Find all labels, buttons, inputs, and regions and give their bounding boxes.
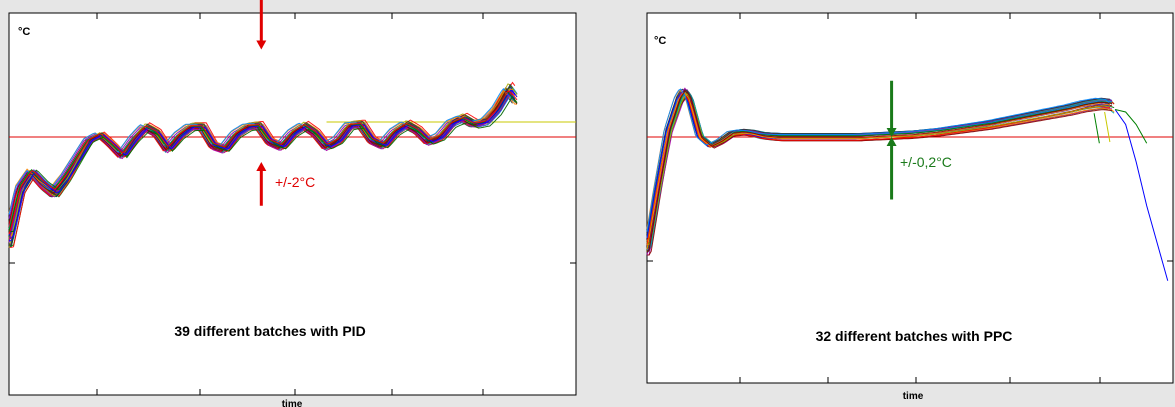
series-line bbox=[646, 90, 1113, 253]
series-line bbox=[1114, 109, 1169, 281]
series-line bbox=[646, 92, 1110, 245]
series-group bbox=[8, 81, 576, 248]
plot-area bbox=[646, 12, 1174, 384]
up-arrow-head bbox=[886, 137, 897, 146]
down-arrow-head bbox=[256, 40, 267, 50]
series-line bbox=[9, 90, 516, 241]
series-line bbox=[8, 90, 513, 235]
x-axis-label: time bbox=[903, 391, 924, 402]
annotation-label: +/-0,2°C bbox=[900, 154, 952, 170]
series-line bbox=[646, 95, 1113, 240]
x-axis-label: time bbox=[282, 399, 303, 407]
series-group bbox=[646, 87, 1169, 281]
chart-title: 39 different batches with PID bbox=[174, 323, 365, 339]
series-line bbox=[1093, 113, 1100, 144]
series-line bbox=[1115, 109, 1148, 144]
down-arrow-head bbox=[886, 128, 897, 137]
annotation bbox=[886, 80, 897, 200]
annotation bbox=[256, 0, 267, 206]
up-arrow-head bbox=[256, 162, 267, 171]
series-line bbox=[1104, 111, 1111, 143]
annotation-label: +/-2°C bbox=[275, 174, 315, 190]
chart-ppc: °C 32 different batches with PPC time +/… bbox=[646, 12, 1174, 402]
chart-pid: °C 39 different batches with PID time +/… bbox=[8, 0, 577, 407]
series-line bbox=[646, 88, 1111, 232]
plot-area bbox=[8, 12, 577, 396]
y-axis-label: °C bbox=[654, 35, 666, 47]
y-axis-label: °C bbox=[18, 26, 30, 38]
series-line bbox=[646, 92, 1110, 250]
axis-ticks bbox=[647, 13, 1173, 383]
chart-title: 32 different batches with PPC bbox=[816, 328, 1013, 344]
axis-ticks bbox=[9, 13, 576, 395]
